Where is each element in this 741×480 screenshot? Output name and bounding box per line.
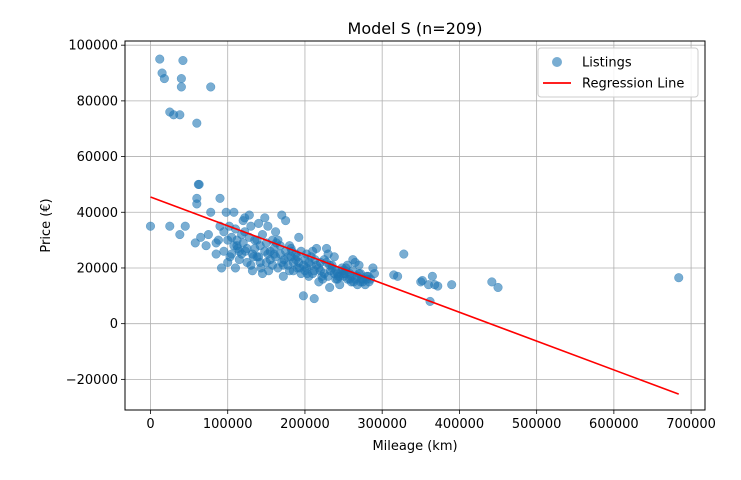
legend-box bbox=[537, 47, 699, 98]
listing-point bbox=[176, 74, 186, 84]
scatter-points bbox=[145, 54, 684, 306]
listing-point bbox=[250, 243, 260, 254]
listing-point bbox=[333, 271, 343, 281]
listing-point bbox=[318, 274, 328, 284]
listing-point bbox=[219, 227, 229, 237]
listing-point bbox=[192, 118, 202, 128]
listing-point bbox=[192, 193, 202, 203]
listing-point bbox=[298, 291, 308, 301]
listing-point bbox=[247, 266, 257, 276]
listing-point bbox=[221, 207, 231, 217]
listing-point bbox=[225, 252, 235, 262]
listing-point bbox=[264, 266, 274, 276]
y-tick-label: 20000 bbox=[77, 261, 118, 276]
listing-point bbox=[201, 241, 211, 251]
listing-point bbox=[349, 277, 359, 287]
listing-point bbox=[279, 255, 289, 265]
listing-point bbox=[165, 221, 175, 231]
x-tick-label: 400000 bbox=[435, 417, 485, 432]
listing-point bbox=[302, 268, 312, 279]
x-tick-label: 0 bbox=[146, 417, 154, 432]
x-tick-label: 100000 bbox=[203, 417, 253, 432]
x-tick-label: 500000 bbox=[512, 417, 562, 432]
listing-point bbox=[263, 221, 273, 231]
listing-point bbox=[281, 216, 291, 226]
x-tick-label: 300000 bbox=[357, 417, 407, 432]
listing-point bbox=[325, 266, 335, 276]
legend-label-listings: Listings bbox=[582, 56, 632, 71]
listing-point bbox=[271, 252, 281, 262]
listing-point bbox=[433, 281, 443, 291]
listing-point bbox=[674, 273, 684, 283]
regression-line bbox=[150, 196, 680, 395]
listing-point bbox=[294, 232, 304, 242]
listing-point bbox=[256, 263, 266, 273]
y-axis-ticks: −20000 0 20000 40000 60000 80000 100000 bbox=[66, 39, 125, 388]
x-tick-label: 200000 bbox=[280, 417, 330, 432]
listing-point bbox=[175, 110, 185, 120]
y-tick-label: 100000 bbox=[68, 39, 118, 54]
listing-point bbox=[206, 82, 216, 92]
listing-point bbox=[233, 243, 243, 254]
listing-point bbox=[230, 263, 240, 273]
listing-point bbox=[493, 282, 503, 293]
listing-point bbox=[294, 263, 305, 273]
grid-lines bbox=[125, 41, 705, 410]
listing-point bbox=[325, 282, 335, 293]
listing-point bbox=[487, 277, 497, 287]
chart-title: Model S (n=209) bbox=[348, 19, 483, 38]
listing-point bbox=[309, 294, 319, 304]
listing-point bbox=[178, 55, 188, 66]
x-tick-label: 700000 bbox=[666, 417, 716, 432]
listing-point bbox=[203, 230, 213, 240]
listing-point bbox=[242, 257, 252, 267]
listing-point bbox=[278, 271, 288, 281]
listing-point bbox=[329, 252, 339, 262]
listing-point bbox=[260, 213, 270, 223]
listing-point bbox=[216, 263, 227, 273]
y-tick-label: 40000 bbox=[77, 206, 118, 221]
listing-point bbox=[399, 249, 409, 259]
listing-point bbox=[175, 230, 185, 240]
listing-point bbox=[206, 207, 216, 217]
y-tick-label: 0 bbox=[110, 317, 118, 332]
listing-point bbox=[248, 252, 258, 262]
listing-point bbox=[271, 227, 281, 237]
listing-point bbox=[159, 74, 169, 84]
y-axis-label: Price (€) bbox=[39, 198, 54, 252]
legend-label-regression-line: Regression Line bbox=[582, 77, 684, 92]
legend-marker-listings bbox=[552, 57, 562, 67]
listing-point bbox=[215, 193, 225, 203]
listing-point bbox=[190, 238, 200, 248]
listing-point bbox=[176, 82, 186, 92]
listing-point bbox=[240, 246, 251, 256]
listing-point bbox=[447, 280, 457, 290]
x-tick-label: 600000 bbox=[589, 417, 639, 432]
listing-point bbox=[246, 221, 256, 231]
y-tick-label: −20000 bbox=[66, 373, 118, 388]
listing-point bbox=[211, 238, 221, 248]
listing-point bbox=[194, 179, 204, 189]
listing-point bbox=[196, 232, 206, 242]
listing-point bbox=[263, 249, 273, 259]
x-axis-ticks: 0 100000 200000 300000 400000 500000 600000 700… bbox=[146, 410, 716, 432]
listing-point bbox=[244, 210, 254, 220]
listing-point bbox=[393, 271, 403, 281]
listing-point bbox=[427, 271, 437, 281]
listing-point bbox=[229, 207, 239, 217]
listing-point bbox=[155, 54, 165, 64]
listing-point bbox=[311, 243, 322, 254]
regression-line-layer bbox=[150, 196, 680, 395]
legend: Listings Regression Line bbox=[537, 47, 699, 98]
y-tick-label: 80000 bbox=[77, 94, 118, 109]
listing-point bbox=[232, 235, 242, 245]
listing-point bbox=[211, 249, 221, 259]
y-tick-label: 60000 bbox=[77, 150, 118, 165]
x-axis-label: Mileage (km) bbox=[372, 439, 457, 454]
plot-area-frame bbox=[124, 40, 706, 411]
listing-point bbox=[145, 221, 156, 231]
listing-point bbox=[180, 221, 190, 231]
